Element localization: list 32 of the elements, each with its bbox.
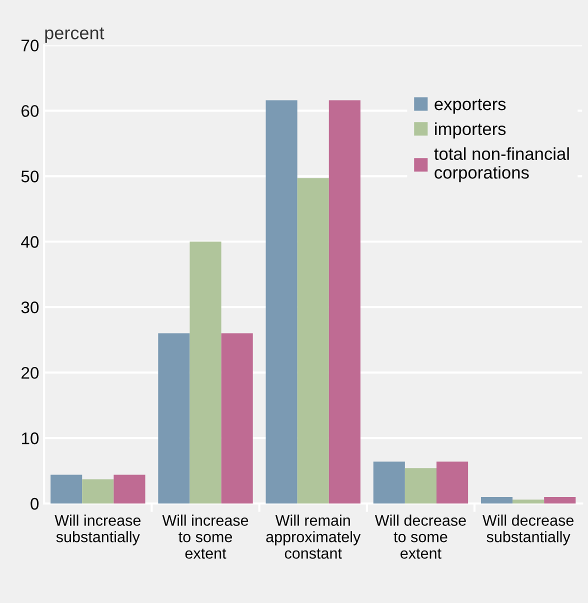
bar — [266, 100, 298, 504]
bar — [190, 242, 222, 504]
legend-label: total non-financial corporations — [434, 147, 569, 182]
bar — [480, 496, 513, 504]
bar — [436, 462, 468, 504]
bar — [512, 500, 544, 504]
bar — [221, 333, 253, 504]
bar — [328, 100, 360, 504]
bar — [114, 474, 146, 504]
x-tick-label: Will increase substantially — [54, 514, 141, 546]
y-tick-label: 0 — [30, 498, 39, 510]
x-tick-label: Will increase to some extent — [162, 514, 248, 559]
y-tick-label: 50 — [21, 170, 39, 182]
bar — [50, 474, 82, 504]
x-tick-label: Will remain approximately constant — [266, 514, 361, 559]
y-tick-label: 30 — [21, 302, 39, 314]
y-tick-label: 70 — [22, 40, 39, 52]
bar — [404, 468, 436, 504]
y-tick-label: 10 — [22, 432, 39, 444]
y-axis-title: percent — [45, 28, 104, 43]
x-tick-label: Will decrease to some extent — [374, 514, 466, 559]
bar — [82, 479, 114, 504]
bar — [297, 178, 329, 504]
x-tick-label: Will decrease substantially — [482, 514, 574, 546]
bar — [544, 496, 576, 504]
bar — [373, 462, 405, 504]
legend-label: exporters — [434, 98, 506, 114]
y-tick-label: 20 — [22, 366, 39, 379]
legend-label: importers — [435, 122, 506, 139]
bar — [158, 333, 190, 504]
y-tick-label: 60 — [22, 105, 39, 117]
y-tick-label: 40 — [21, 236, 39, 248]
